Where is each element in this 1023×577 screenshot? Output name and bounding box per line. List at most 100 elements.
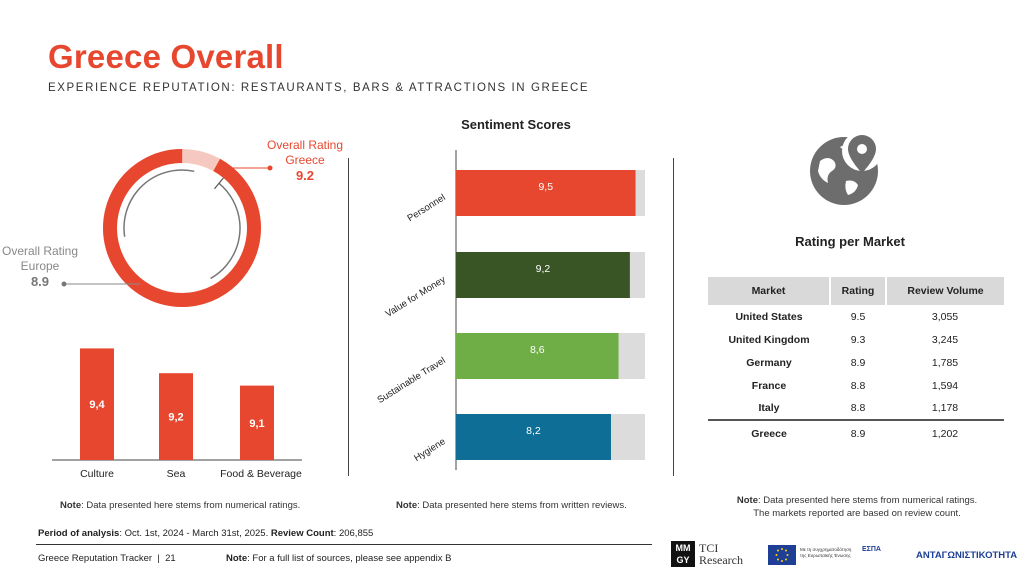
- page-title: Greece Overall: [48, 38, 284, 75]
- footer-note-label: Note: [226, 553, 248, 564]
- bar-category-label: Sea: [167, 468, 186, 480]
- bar-category-label: Culture: [80, 468, 114, 480]
- footer-note: Note: For a full list of sources, please…: [226, 553, 451, 564]
- sentiment-value-label: 8,6: [530, 344, 545, 356]
- table-row: United States 9.5 3,055: [708, 305, 1004, 328]
- greece-label-line1: Overall Rating: [266, 138, 344, 152]
- table-header-row: Market Rating Review Volume: [708, 277, 1004, 305]
- volume-cell: 3,055: [931, 310, 959, 323]
- volume-cell: 1,785: [931, 356, 959, 369]
- market-cell: Italy: [758, 402, 780, 414]
- rating-cell: 8.9: [850, 356, 866, 369]
- table-row: France 8.8 1,594: [708, 374, 1004, 397]
- tci-research-logo: MM GY TCI Research: [671, 541, 749, 569]
- rating-cell: 9.3: [850, 333, 866, 346]
- sentiment-category-label: Value for Money: [384, 274, 448, 320]
- right-note-text-2: The markets reported are based on review…: [753, 508, 961, 519]
- sentiment-bar-hygiene: [456, 414, 611, 460]
- total-market-cell: Greece: [708, 419, 830, 446]
- page-subtitle: EXPERIENCE REPUTATION: RESTAURANTS, BARS…: [48, 82, 590, 94]
- period-label: Period of analysis: [38, 528, 120, 539]
- left-note-text: : Data presented here stems from numeric…: [81, 500, 301, 511]
- bar-value-label: 9,2: [168, 412, 183, 424]
- sentiment-bars-svg: 9,5 Personnel 9,2 Value for Money 8,6 Sustain…: [375, 150, 645, 470]
- tci-logo-text-2: Research: [699, 553, 743, 567]
- bar-value-label: 9,1: [249, 418, 264, 430]
- middle-note-text: : Data presented here stems from written…: [417, 500, 627, 511]
- sentiment-category-label: Sustainable Travel: [375, 355, 447, 406]
- market-cell: United Kingdom: [728, 333, 810, 346]
- bar-category-label: Food & Beverage: [220, 468, 302, 480]
- donut-chart: [103, 149, 261, 307]
- header-market: Market: [708, 277, 831, 305]
- greece-rating-label: Overall Rating Greece 9.2: [262, 138, 348, 183]
- sentiment-value-label: 8,2: [526, 425, 541, 437]
- period-text: : Oct. 1st, 2024 - March 31st, 2025.: [119, 528, 271, 539]
- market-cell: Germany: [746, 356, 792, 369]
- category-bar-chart: 9,4 Culture 9,2 Sea 9,1 Food & Beverage: [52, 330, 302, 482]
- europe-rating-label: Overall Rating Europe 8.9: [0, 244, 80, 289]
- footer-note-text: : For a full list of sources, please see…: [247, 553, 452, 564]
- table-row: Italy 8.8 1,178: [708, 397, 1004, 420]
- tci-logo-text-1: TCI: [699, 541, 719, 555]
- total-volume-cell: 1,202: [886, 419, 1004, 446]
- volume-cell: 1,594: [931, 379, 959, 392]
- middle-note: Note: Data presented here stems from wri…: [396, 500, 627, 511]
- market-cell: France: [751, 379, 787, 392]
- footer-tracker: Greece Reputation Tracker | 21: [38, 553, 176, 564]
- rating-cell: 8.8: [850, 379, 866, 392]
- eu-funding-logo: Με τη συγχρηματοδότηση της Ευρωπαϊκής Έν…: [768, 545, 896, 565]
- sentiment-category-label: Personnel: [405, 192, 447, 224]
- right-note-text-1: : Data presented here stems from numeric…: [758, 495, 978, 506]
- left-note-prefix: Note: [60, 500, 82, 511]
- globe-pin-icon: [810, 131, 882, 205]
- sentiment-bar-value-for-money: [456, 252, 630, 298]
- donut-greece-slice: [103, 149, 261, 307]
- divider-right: [673, 158, 674, 476]
- sentiment-bar-chart: 9,5 Personnel 9,2 Value for Money 8,6 Sustain…: [360, 150, 660, 470]
- total-rating-cell: 8.9: [830, 419, 886, 446]
- europe-rating-value: 8.9: [30, 274, 50, 289]
- left-note: Note: Data presented here stems from num…: [60, 500, 300, 511]
- bar-value-label: 9,4: [89, 399, 105, 411]
- market-table: Market Rating Review Volume United State…: [708, 277, 1004, 446]
- bar-sea: [159, 373, 193, 460]
- europe-label-line1: Overall Rating: [1, 244, 79, 258]
- eu-funding-text: Με τη συγχρηματοδότηση της Ευρωπαϊκής Έν…: [800, 547, 852, 558]
- sentiment-category-label: Hygiene: [412, 436, 447, 464]
- espa-logo-text: ΕΣΠΑ: [862, 546, 881, 553]
- volume-cell: 3,245: [931, 333, 959, 346]
- review-count-text: : 206,855: [333, 528, 374, 539]
- sentiment-bar-personnel: [456, 170, 636, 216]
- europe-label-line2: Europe: [20, 259, 60, 273]
- antagonistikotita-logo: ΑΝΤΑΓΩΝΙΣΤΙΚΟΤΗΤΑ: [916, 550, 1018, 561]
- table-row: Germany 8.9 1,785: [708, 351, 1004, 374]
- footer-divider: [36, 544, 652, 545]
- category-bars-svg: 9,4 Culture 9,2 Sea 9,1 Food & Beverage: [52, 348, 302, 480]
- sentiment-value-label: 9,2: [536, 263, 551, 275]
- period-of-analysis: Period of analysis: Oct. 1st, 2024 - Mar…: [38, 528, 373, 539]
- rating-cell: 9.5: [850, 310, 866, 323]
- market-cell: United States: [735, 310, 803, 323]
- review-count-label: Review Count: [270, 528, 334, 539]
- mmgy-logo-box: MM GY: [671, 541, 695, 567]
- overall-rating-donut: [100, 146, 264, 310]
- greece-rating-value: 9.2: [295, 168, 315, 183]
- market-table-title: Rating per Market: [795, 234, 905, 249]
- bar-culture: [80, 348, 114, 460]
- right-note-prefix: Note: [736, 495, 758, 506]
- volume-cell: 1,178: [931, 402, 959, 414]
- table-row: United Kingdom 9.3 3,245: [708, 328, 1004, 351]
- bar-food-beverage: [240, 385, 274, 460]
- sentiment-title: Sentiment Scores: [461, 117, 571, 132]
- rating-cell: 8.8: [850, 402, 866, 414]
- sentiment-value-label: 9,5: [538, 181, 553, 193]
- sentiment-bar-sustainable-travel: [456, 333, 619, 379]
- divider-left: [348, 158, 349, 476]
- header-review-volume: Review Volume: [886, 277, 1004, 305]
- tci-logo-text: TCI Research: [699, 542, 743, 566]
- right-note: Note: Data presented here stems from num…: [712, 494, 1002, 520]
- middle-note-prefix: Note: [396, 500, 418, 511]
- greece-label-line2: Greece: [285, 153, 325, 167]
